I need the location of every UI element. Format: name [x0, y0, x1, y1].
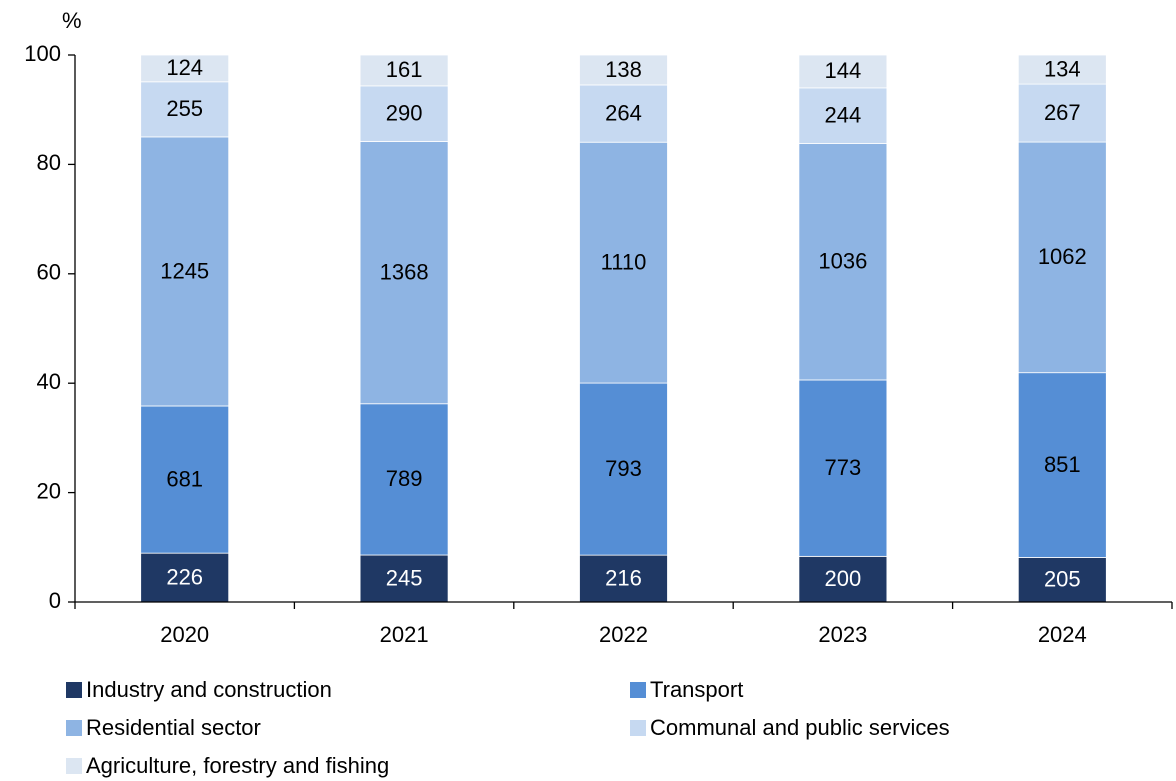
data-label: 226: [166, 564, 203, 589]
bar-segment: [140, 81, 230, 138]
y-tick-label: 80: [37, 150, 61, 175]
legend-swatch: [66, 720, 82, 736]
legend-swatch: [630, 682, 646, 698]
legend-label: Communal and public services: [650, 715, 950, 740]
bar-segment: [359, 403, 449, 556]
x-tick-label: 2023: [818, 622, 867, 647]
data-label: 789: [386, 466, 423, 491]
bar-segment: [798, 555, 888, 603]
legend-label: Industry and construction: [86, 677, 332, 702]
x-tick-label: 2020: [160, 622, 209, 647]
bar-segment: [1017, 141, 1107, 374]
y-tick-label: 60: [37, 260, 61, 285]
data-label: 1245: [160, 258, 209, 283]
data-label: 245: [386, 565, 423, 590]
data-label: 1110: [601, 249, 647, 274]
legend-label: Agriculture, forestry and fishing: [86, 753, 389, 778]
y-tick-label: 0: [49, 588, 61, 613]
data-label: 200: [825, 566, 862, 591]
bar-segment: [140, 54, 230, 83]
data-label: 138: [605, 57, 642, 82]
bar-segment: [140, 136, 230, 407]
bar-segment: [359, 54, 449, 87]
bar-segment: [359, 141, 449, 405]
data-label: 124: [166, 55, 203, 80]
y-tick-label: 100: [24, 41, 61, 66]
x-tick-label: 2024: [1038, 622, 1087, 647]
data-label: 205: [1044, 567, 1081, 592]
data-label: 267: [1044, 100, 1081, 125]
bar-segment: [579, 554, 668, 603]
x-tick-label: 2021: [380, 622, 429, 647]
data-label: 793: [605, 456, 642, 481]
bar-segment: [1017, 557, 1107, 603]
data-label: 1036: [818, 249, 867, 274]
legend-label: Residential sector: [86, 715, 261, 740]
y-tick-label: 20: [37, 478, 61, 503]
bar-segment: [359, 554, 449, 603]
bar-segment: [140, 405, 230, 554]
data-label: 1368: [380, 259, 429, 284]
bar-segment: [798, 87, 888, 144]
bar-segment: [798, 379, 888, 557]
bar-segment: [1017, 372, 1107, 558]
bar-segment: [1017, 83, 1107, 143]
data-label: 851: [1044, 452, 1081, 477]
bar-segment: [1017, 54, 1107, 85]
data-label: 264: [605, 100, 642, 125]
bar-segment: [359, 85, 449, 142]
x-tick-label: 2022: [599, 622, 648, 647]
y-tick-label: 40: [37, 369, 61, 394]
data-label: 216: [605, 565, 642, 590]
data-label: 681: [166, 466, 203, 491]
bar-segment: [798, 54, 888, 89]
bar-segment: [798, 143, 888, 381]
bar-segment: [579, 382, 668, 556]
data-label: 161: [386, 57, 423, 82]
data-label: 1062: [1038, 244, 1087, 269]
bar-segment: [579, 54, 668, 86]
legend-swatch: [66, 758, 82, 774]
bar-segment: [579, 141, 668, 384]
data-label: 773: [825, 455, 862, 480]
legend-swatch: [66, 682, 82, 698]
bar-segment: [579, 84, 668, 143]
data-label: 290: [386, 100, 423, 125]
legend-label: Transport: [650, 677, 743, 702]
data-label: 144: [825, 58, 862, 83]
data-label: 134: [1044, 56, 1081, 81]
data-label: 255: [166, 96, 203, 121]
data-label: 244: [825, 103, 862, 128]
legend-swatch: [630, 720, 646, 736]
y-axis-label: %: [62, 8, 82, 33]
